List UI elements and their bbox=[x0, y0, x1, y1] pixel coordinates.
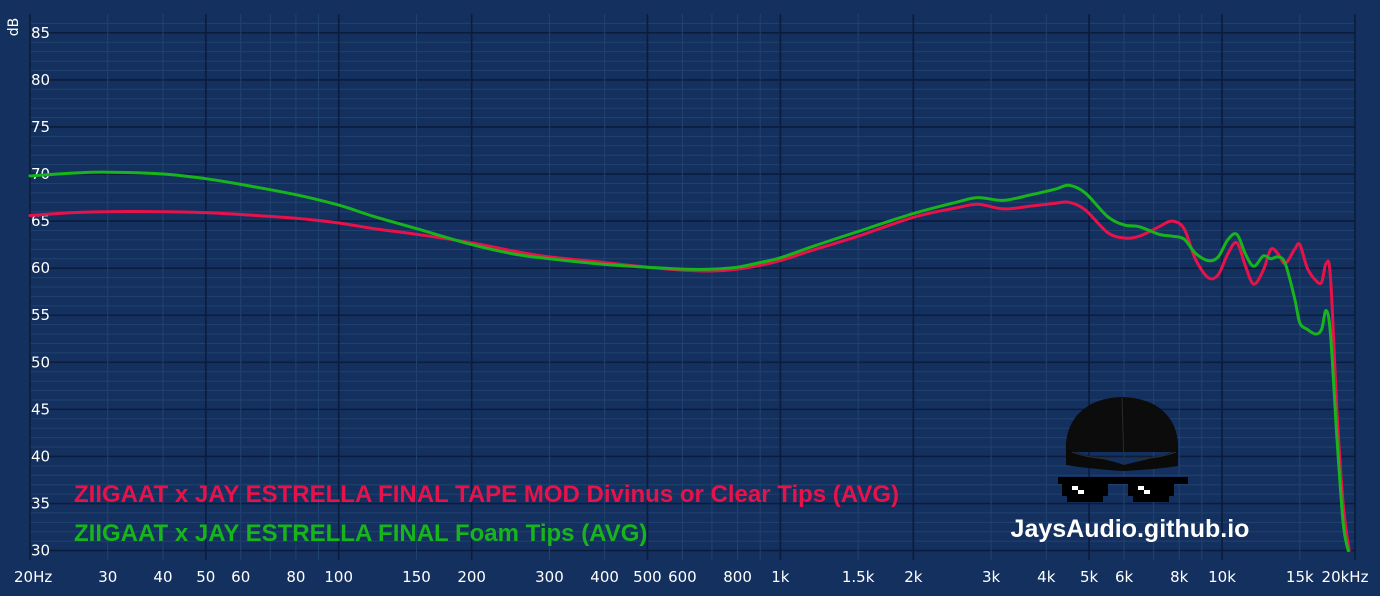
x-tick-label: 400 bbox=[590, 568, 619, 586]
y-tick-label: 45 bbox=[31, 400, 50, 418]
y-tick-label: 40 bbox=[31, 447, 50, 465]
y-tick-label: 60 bbox=[31, 259, 50, 277]
x-tick-label: 1.5k bbox=[842, 568, 875, 586]
x-axis-ticks: 20Hz 30 40 50 60 80 100 150 200 300 400 500 600 800 1k… bbox=[14, 568, 1369, 586]
x-tick-label: 800 bbox=[723, 568, 752, 586]
y-tick-label: 80 bbox=[31, 71, 50, 89]
x-tick-label: 2k bbox=[904, 568, 923, 586]
x-tick-label: 6k bbox=[1115, 568, 1134, 586]
x-tick-label: 150 bbox=[402, 568, 431, 586]
x-tick-label: 80 bbox=[286, 568, 305, 586]
y-tick-label: 50 bbox=[31, 353, 50, 371]
x-tick-label: 1k bbox=[771, 568, 790, 586]
y-tick-label: 35 bbox=[31, 495, 50, 513]
y-axis-label: dB bbox=[6, 18, 22, 37]
pixel-sunglasses-icon bbox=[1058, 477, 1188, 502]
grid-lines bbox=[29, 14, 1356, 560]
cap-icon bbox=[1065, 397, 1179, 471]
x-tick-label: 40 bbox=[153, 568, 172, 586]
x-tick-label: 5k bbox=[1080, 568, 1099, 586]
x-tick-label: 600 bbox=[668, 568, 697, 586]
x-tick-label: 60 bbox=[231, 568, 250, 586]
x-tick-label: 30 bbox=[98, 568, 117, 586]
watermark: JaysAudio.github.io bbox=[1011, 397, 1250, 543]
legend-entry-red: ZIIGAAT x JAY ESTRELLA FINAL TAPE MOD Di… bbox=[74, 481, 899, 508]
plot-lines bbox=[28, 170, 1351, 553]
x-tick-label: 8k bbox=[1170, 568, 1189, 586]
x-tick-label: 300 bbox=[535, 568, 564, 586]
x-tick-label: 100 bbox=[324, 568, 353, 586]
x-tick-label: 500 bbox=[633, 568, 662, 586]
x-tick-label: 4k bbox=[1037, 568, 1056, 586]
x-tick-label: 15k bbox=[1286, 568, 1314, 586]
y-tick-label: 65 bbox=[31, 212, 50, 230]
y-tick-label: 55 bbox=[31, 306, 50, 324]
legend-entry-green: ZIIGAAT x JAY ESTRELLA FINAL Foam Tips (… bbox=[74, 520, 647, 547]
x-tick-label: 20kHz bbox=[1322, 568, 1369, 586]
series-line-green bbox=[28, 170, 1350, 553]
legend: ZIIGAAT x JAY ESTRELLA FINAL TAPE MOD Di… bbox=[74, 481, 899, 547]
y-tick-label: 75 bbox=[31, 118, 50, 136]
x-tick-label: 3k bbox=[982, 568, 1001, 586]
y-tick-label: 85 bbox=[31, 24, 50, 42]
y-tick-label: 30 bbox=[31, 542, 50, 560]
series-line-red bbox=[28, 200, 1351, 553]
watermark-text: JaysAudio.github.io bbox=[1011, 515, 1250, 543]
x-tick-label: 50 bbox=[196, 568, 215, 586]
x-tick-label: 20Hz bbox=[14, 568, 52, 586]
x-tick-label: 200 bbox=[457, 568, 486, 586]
x-tick-label: 10k bbox=[1208, 568, 1236, 586]
